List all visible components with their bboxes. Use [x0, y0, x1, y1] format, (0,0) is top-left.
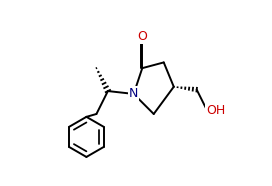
Text: OH: OH	[206, 104, 225, 117]
Text: O: O	[137, 30, 147, 43]
Text: N: N	[129, 87, 138, 100]
